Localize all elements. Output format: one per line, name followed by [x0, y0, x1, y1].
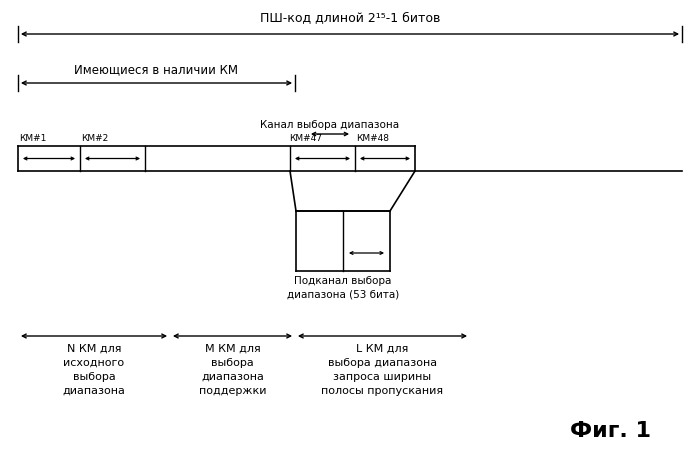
Text: Имеющиеся в наличии КМ: Имеющиеся в наличии КМ: [74, 63, 239, 76]
Text: Канал выбора диапазона: Канал выбора диапазона: [260, 120, 400, 130]
Text: КМ#2: КМ#2: [81, 134, 108, 143]
Text: исходного: исходного: [64, 358, 125, 368]
Text: Фиг. 1: Фиг. 1: [570, 421, 650, 441]
Text: N КМ для: N КМ для: [66, 344, 121, 354]
Text: КМ#48: КМ#48: [356, 134, 389, 143]
Text: L КМ для: L КМ для: [356, 344, 409, 354]
Text: КМ#47: КМ#47: [289, 134, 322, 143]
Text: выбора: выбора: [73, 372, 116, 382]
Text: полосы пропускания: полосы пропускания: [321, 386, 444, 396]
Text: Подканал выбора
диапазона (53 бита): Подканал выбора диапазона (53 бита): [287, 276, 399, 299]
Text: КМ#1: КМ#1: [19, 134, 46, 143]
Text: выбора: выбора: [211, 358, 254, 368]
Text: выбора диапазона: выбора диапазона: [328, 358, 437, 368]
Text: диапазона: диапазона: [201, 372, 264, 382]
Text: ПШ-код длиной 2¹⁵-1 битов: ПШ-код длиной 2¹⁵-1 битов: [260, 11, 440, 24]
Text: поддержки: поддержки: [199, 386, 266, 396]
Text: запроса ширины: запроса ширины: [333, 372, 432, 382]
Text: М КМ для: М КМ для: [204, 344, 260, 354]
Text: диапазона: диапазона: [62, 386, 125, 396]
